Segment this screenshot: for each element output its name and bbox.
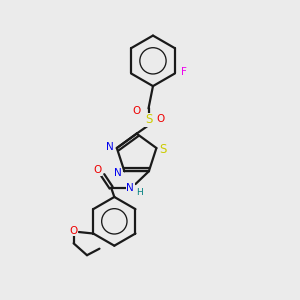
Text: S: S [145,113,152,127]
Text: N: N [126,183,134,193]
Text: S: S [159,143,167,156]
Text: N: N [106,142,114,152]
Text: N: N [114,168,122,178]
Text: H: H [136,188,143,196]
Text: O: O [93,165,102,175]
Text: O: O [70,226,78,236]
Text: O: O [132,106,140,116]
Text: F: F [181,67,187,77]
Text: O: O [157,114,165,124]
